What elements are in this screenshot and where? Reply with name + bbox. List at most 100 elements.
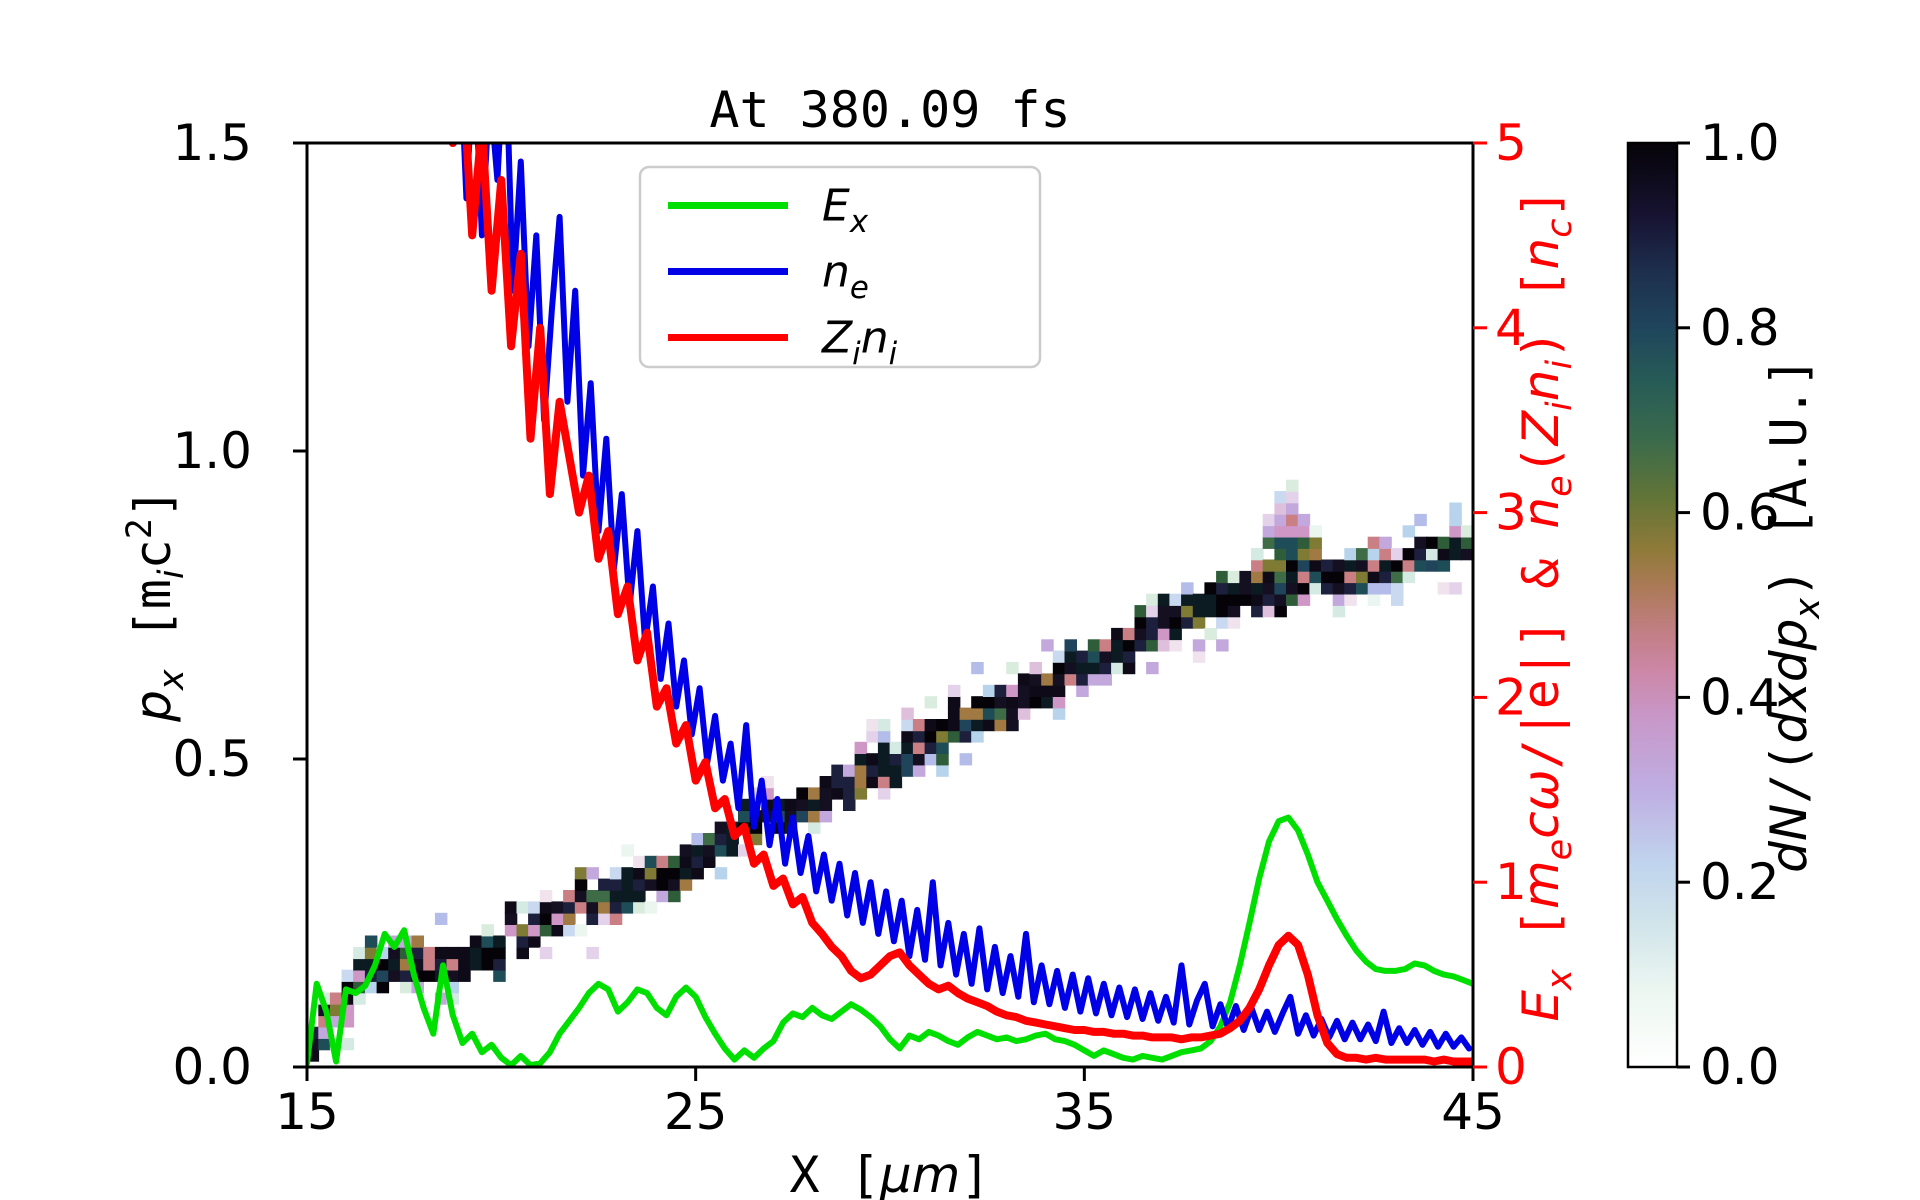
heatmap-cell <box>563 890 576 903</box>
heatmap-cell <box>924 730 938 743</box>
heatmap-cell <box>1111 627 1124 641</box>
heatmap-cell <box>1157 639 1171 652</box>
heatmap-cell <box>341 969 355 982</box>
heatmap-cell <box>936 764 949 777</box>
heatmap-cell <box>411 946 424 960</box>
heatmap-cell <box>668 855 681 868</box>
heatmap-cell <box>364 935 378 948</box>
heatmap-cell <box>1356 582 1369 595</box>
heatmap-cell <box>854 787 868 800</box>
heatmap-cell <box>901 753 914 766</box>
heatmap-cell <box>633 901 646 914</box>
heatmap-cell <box>854 753 868 766</box>
heatmap-cell <box>1181 593 1194 606</box>
heatmap-cell <box>1134 605 1147 618</box>
heatmap-cell <box>563 912 576 925</box>
heatmap-cell <box>901 730 914 743</box>
heatmap-cell <box>469 946 483 960</box>
heatmap-cell <box>1449 513 1462 527</box>
heatmap-cell <box>1087 662 1101 675</box>
heatmap-cell <box>1309 536 1322 549</box>
y-right-axis-label: Ex [mecω/|e|] & ne(Zini) [nc] <box>1512 188 1580 1021</box>
heatmap-cell <box>388 969 401 982</box>
heatmap-cell <box>353 946 366 960</box>
heatmap-cell <box>1227 593 1241 606</box>
heatmap-cell <box>516 946 529 960</box>
heatmap-cell <box>668 867 681 880</box>
heatmap-cell <box>1029 673 1042 686</box>
heatmap-cell <box>1006 719 1019 732</box>
heatmap-cell <box>1099 673 1112 686</box>
heatmap-cell <box>1146 639 1159 652</box>
heatmap-cell <box>598 912 611 925</box>
heatmap-cell <box>493 969 506 982</box>
heatmap-cell <box>551 924 564 937</box>
heatmap-cell <box>831 787 844 800</box>
heatmap-cell <box>1414 559 1427 572</box>
heatmap-cell <box>656 890 669 903</box>
heatmap-cell <box>504 924 518 937</box>
heatmap-cell <box>423 969 436 982</box>
heatmap-cell <box>1029 662 1042 675</box>
heatmap-cell <box>1122 650 1136 663</box>
heatmap-cell <box>1146 593 1159 606</box>
heatmap-cell <box>1274 513 1287 527</box>
heatmap-cell <box>1426 559 1439 572</box>
heatmap-cell <box>644 855 658 868</box>
heatmap-cell <box>1146 662 1159 675</box>
heatmap-cell <box>1227 582 1241 595</box>
heatmap-cell <box>843 764 856 777</box>
heatmap-cell <box>1309 559 1322 572</box>
heatmap-cell <box>1262 525 1276 538</box>
heatmap-cell <box>1192 650 1206 663</box>
heatmap-cell <box>924 753 938 766</box>
plot-title: At 380.09 fs <box>709 81 1070 139</box>
heatmap-cell <box>679 867 693 880</box>
heatmap-cell <box>1041 639 1054 652</box>
heatmap-cell <box>586 901 599 914</box>
heatmap-cell <box>574 867 588 880</box>
heatmap-cell <box>971 707 984 720</box>
heatmap-cell <box>1157 605 1171 618</box>
heatmap-cell <box>1052 684 1066 697</box>
heatmap-cell <box>1087 639 1101 652</box>
heatmap-cell <box>1029 684 1042 697</box>
heatmap-cell <box>434 912 448 925</box>
x-tick-label: 45 <box>1441 1083 1505 1141</box>
heatmap-cell <box>1262 605 1276 618</box>
heatmap-cell <box>574 901 588 914</box>
heatmap-cell <box>493 946 506 960</box>
axis-labels: X [μm] px [mic2] Ex [mecω/|e|] & ne(Zini) … <box>120 188 1828 1200</box>
heatmap-cell <box>1274 502 1287 515</box>
heatmap-cell <box>586 912 599 925</box>
heatmap-cell <box>1146 616 1159 629</box>
heatmap-cell <box>1274 605 1287 618</box>
colorbar-tick-label: 0.8 <box>1700 299 1780 357</box>
heatmap-cell <box>877 787 891 800</box>
heatmap-cell <box>609 878 623 891</box>
heatmap-cell <box>808 821 821 834</box>
colorbar-tick-label: 1.0 <box>1700 114 1780 172</box>
heatmap-cell <box>609 867 623 880</box>
heatmap-cell <box>1391 559 1404 572</box>
heatmap-cell <box>819 798 833 811</box>
heatmap-cell <box>1274 570 1287 584</box>
heatmap-cell <box>912 753 926 766</box>
heatmap-cell <box>1262 582 1276 595</box>
heatmap-cell <box>1344 570 1357 584</box>
heatmap-cell <box>1239 570 1252 584</box>
heatmap-cell <box>1344 582 1357 595</box>
heatmap-cell <box>1262 513 1276 527</box>
heatmap-cell <box>1402 570 1416 584</box>
heatmap-cell <box>318 1038 331 1051</box>
y-right-tick-label: 3 <box>1495 484 1527 542</box>
heatmap-cell <box>1064 662 1077 675</box>
colorbar-tick-label: 0.4 <box>1700 668 1780 726</box>
heatmap-cell <box>1262 536 1276 549</box>
heatmap-cell <box>901 719 914 732</box>
heatmap-cell <box>1146 627 1159 641</box>
heatmap-cell <box>516 935 529 948</box>
heatmap-cell <box>959 719 973 732</box>
heatmap-cell <box>598 878 611 891</box>
